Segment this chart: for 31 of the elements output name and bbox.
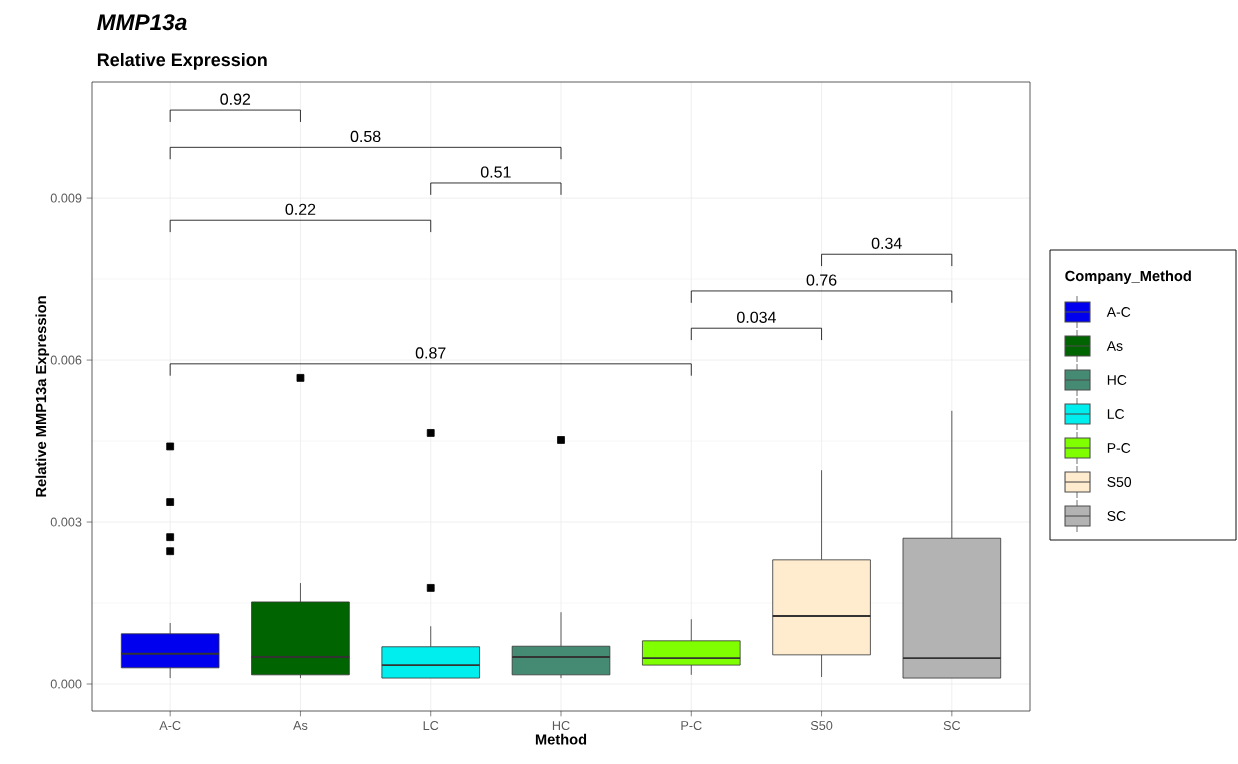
y-tick-label: 0.003 bbox=[50, 517, 82, 527]
x-tick-label: LC bbox=[423, 721, 439, 731]
legend-label: P-C bbox=[1107, 443, 1131, 453]
y-tick-label: 0.000 bbox=[50, 679, 82, 689]
legend-label: S50 bbox=[1107, 477, 1132, 487]
legend-label: HC bbox=[1107, 375, 1127, 385]
annotation: 0.034 bbox=[737, 311, 776, 323]
annotation: 0.87 bbox=[415, 347, 446, 359]
y-tick-label: 0.006 bbox=[50, 355, 82, 365]
x-tick-label: As bbox=[293, 721, 308, 730]
annotation: 0.58 bbox=[350, 130, 381, 143]
annotation: 0.92 bbox=[220, 93, 251, 105]
annotation: 0.34 bbox=[871, 237, 902, 249]
annotation: 0.51 bbox=[480, 166, 511, 178]
x-axis-title: Method bbox=[535, 733, 587, 745]
chart-title: MMP13a bbox=[97, 14, 187, 31]
annotation: 0.22 bbox=[285, 203, 316, 215]
x-tick-label: P-C bbox=[681, 721, 702, 731]
legend-title: Company_Method bbox=[1065, 270, 1191, 285]
legend-label: As bbox=[1106, 341, 1123, 351]
chart-subtitle: Relative Expression bbox=[97, 52, 267, 70]
y-axis-title: Relative MMP13a Expression bbox=[35, 296, 50, 497]
x-tick-label: HC bbox=[552, 721, 570, 731]
x-tick-label: A-C bbox=[159, 721, 181, 731]
legend-label: A-C bbox=[1106, 307, 1131, 317]
x-tick-label: SC bbox=[943, 721, 961, 731]
y-tick-label: 0.009 bbox=[50, 193, 82, 203]
legend-label: LC bbox=[1107, 409, 1125, 419]
annotation: 0.76 bbox=[806, 274, 837, 286]
x-tick-label: S50 bbox=[810, 721, 833, 731]
legend-label: SC bbox=[1107, 511, 1126, 521]
